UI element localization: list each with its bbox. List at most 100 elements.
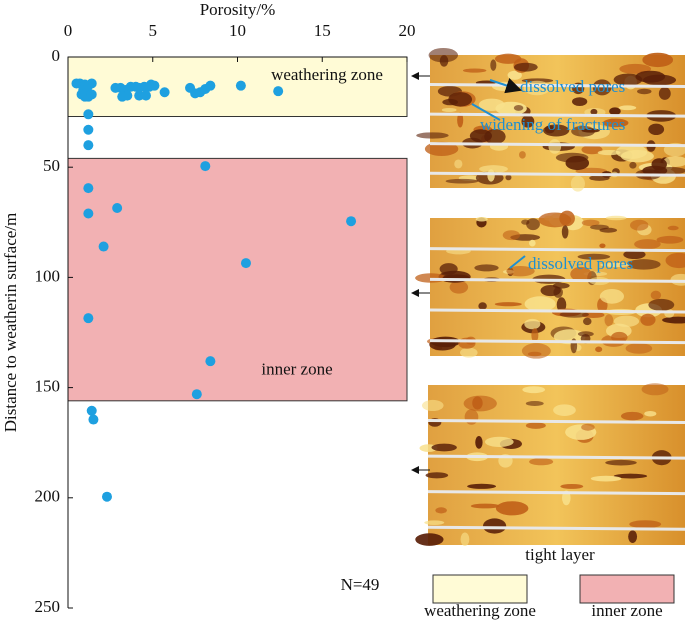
image-texture <box>599 288 624 304</box>
image-texture <box>590 475 622 482</box>
image-texture <box>602 118 629 128</box>
image-texture <box>416 132 449 139</box>
image-texture <box>521 343 551 359</box>
image-texture <box>449 280 469 294</box>
image-texture <box>642 52 674 68</box>
image-texture <box>640 313 656 326</box>
image-texture <box>505 174 512 181</box>
image-texture <box>478 302 487 310</box>
data-point <box>83 124 94 135</box>
image-texture <box>609 107 621 116</box>
pointer <box>471 103 501 121</box>
image-texture <box>490 59 497 71</box>
data-point <box>83 313 94 324</box>
image-label: dissolved pores <box>520 77 625 96</box>
image-texture <box>559 311 589 318</box>
image-texture <box>590 108 598 115</box>
image-texture <box>618 105 637 111</box>
y-axis-title: Distance to weatherin surface/m <box>1 213 20 433</box>
x-tick-label: 15 <box>314 21 331 40</box>
image-gap <box>429 83 685 89</box>
image-texture <box>665 252 685 269</box>
data-point <box>240 258 251 269</box>
zone-label: inner zone <box>261 360 332 379</box>
image-gap <box>429 277 685 283</box>
image-texture <box>599 243 606 248</box>
image-texture <box>662 316 685 324</box>
data-point <box>83 140 94 151</box>
x-tick-label: 0 <box>64 21 73 40</box>
image-texture <box>428 47 459 63</box>
image-texture <box>605 459 637 466</box>
x-axis-title: Porosity/% <box>200 0 276 19</box>
image-texture <box>613 473 648 479</box>
y-tick-label: 250 <box>35 597 61 616</box>
data-point <box>86 405 97 416</box>
image-texture <box>561 225 569 239</box>
data-point <box>98 241 109 252</box>
image-texture <box>611 331 628 343</box>
image-texture <box>454 159 463 169</box>
image-texture <box>644 410 657 417</box>
image-texture <box>630 219 649 231</box>
image-texture <box>629 520 662 529</box>
image-label: widening of fractures <box>480 115 625 134</box>
image-gap <box>429 339 685 345</box>
image-texture <box>613 73 643 86</box>
image-texture <box>482 518 507 534</box>
image-texture <box>507 70 522 80</box>
image-texture <box>570 175 585 192</box>
image-texture <box>553 404 576 416</box>
image-gap <box>427 419 685 425</box>
image-texture <box>458 337 476 349</box>
legend-swatch <box>579 574 675 604</box>
image-texture <box>635 70 666 83</box>
image-texture <box>590 224 609 230</box>
image-texture <box>415 533 444 546</box>
data-point <box>83 208 94 219</box>
image-texture <box>572 97 588 106</box>
image-label: dissolved pores <box>528 254 633 273</box>
image-texture <box>581 423 595 431</box>
image-texture <box>460 532 470 547</box>
data-point <box>112 202 123 213</box>
image-texture <box>469 129 493 143</box>
image-texture <box>544 125 555 134</box>
image-texture <box>470 503 500 509</box>
image-texture <box>620 150 654 163</box>
x-tick-label: 20 <box>399 21 416 40</box>
image-texture <box>522 386 546 394</box>
data-point <box>346 216 357 227</box>
image-texture <box>527 351 542 357</box>
image-gap <box>427 490 685 496</box>
image-gap <box>429 171 685 177</box>
pointer <box>509 255 526 269</box>
image-texture <box>513 62 538 72</box>
data-point <box>101 491 112 502</box>
image-texture <box>538 212 572 228</box>
image-texture <box>474 264 499 272</box>
data-point <box>83 183 94 194</box>
image-texture <box>634 239 661 250</box>
image-texture <box>629 161 637 169</box>
image-texture <box>560 483 584 489</box>
image-texture <box>467 483 497 489</box>
x-tick-label: 5 <box>149 21 158 40</box>
image-texture <box>648 298 675 311</box>
image-texture <box>641 383 669 396</box>
pointer <box>489 77 522 94</box>
image-texture <box>570 266 592 282</box>
image-texture <box>604 314 614 327</box>
data-point <box>205 80 216 91</box>
image-texture <box>531 328 539 343</box>
y-tick-label: 200 <box>35 487 61 506</box>
data-point <box>86 89 97 100</box>
image-texture <box>441 107 457 113</box>
image-texture <box>526 218 540 231</box>
image-texture <box>521 115 535 128</box>
image-texture <box>475 217 488 222</box>
image-texture <box>667 225 679 231</box>
image-texture <box>421 399 444 412</box>
image-texture <box>445 178 479 184</box>
image-panels <box>415 47 685 547</box>
